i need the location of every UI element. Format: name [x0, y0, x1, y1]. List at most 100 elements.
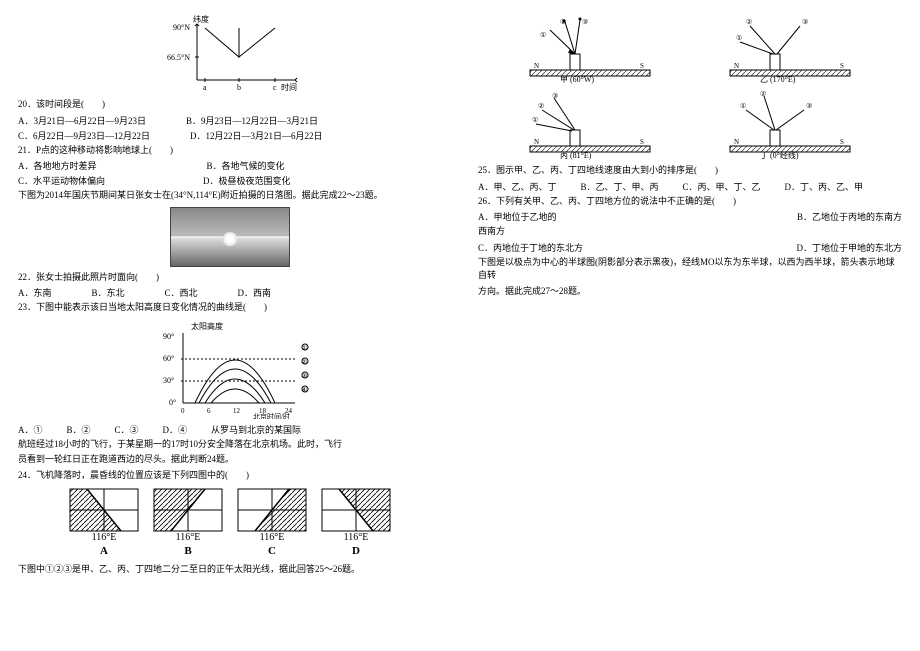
svg-text:丁 (0°经线): 丁 (0°经线)	[760, 150, 799, 160]
q22-stem: 22．张女士拍摄此照片时面向( )	[18, 271, 442, 285]
svg-text:太阳高度: 太阳高度	[191, 321, 223, 331]
svg-text:90°: 90°	[163, 332, 174, 341]
svg-text:③: ③	[582, 18, 588, 26]
svg-text:乙 (170°E): 乙 (170°E)	[760, 75, 796, 84]
box-B: 116°E B	[153, 488, 223, 557]
intro27b: 方向。据此完成27～28题。	[478, 285, 902, 299]
svg-text:丙 (81°E): 丙 (81°E)	[560, 151, 592, 160]
svg-text:60°: 60°	[163, 354, 174, 363]
svg-text:①: ①	[740, 102, 746, 110]
svg-text:时间: 时间	[281, 82, 297, 92]
svg-text:S: S	[640, 62, 644, 70]
tail-text: 下图中①②③是甲、乙、丙、丁四地二分二至日的正午太阳光线，据此回答25～26题。	[18, 563, 442, 577]
q23-trail: 从罗马到北京的某国际	[211, 423, 301, 436]
q20-B: B．9月23日—12月22日—3月21日	[186, 114, 318, 127]
q23-C: C．③	[115, 423, 139, 436]
svg-text:②: ②	[560, 18, 566, 26]
svg-text:S: S	[840, 62, 844, 70]
q26-C: C．丙地位于丁地的东北方	[478, 241, 583, 254]
left-column: 纬度 90°N 66.5°N a b c 时间 20．该时间段是( ) A．3月…	[0, 0, 460, 651]
svg-text:66.5°N: 66.5°N	[167, 53, 190, 62]
chart1-ylabel: 纬度	[193, 14, 209, 24]
svg-text:b: b	[237, 83, 241, 92]
q21-row2: C．水平运动物体偏向 D．极昼极夜范围变化	[18, 174, 442, 187]
box-C: 116°E C	[237, 488, 307, 557]
q22-A: A．东南	[18, 286, 52, 299]
q22-C: C．西北	[165, 286, 198, 299]
svg-text:①: ①	[301, 344, 307, 352]
figure-sun-altitude: 太阳高度 90° 60° 30° 0° 0 6 12 18 24 北京时间/时 …	[18, 319, 442, 419]
svg-text:30°: 30°	[163, 376, 174, 385]
figure-places-top: ①②③ N S 甲 (60°W) ①②③ N S 乙 (170°E)	[478, 12, 902, 84]
q26-A: A．甲地位于乙地的	[478, 210, 557, 223]
q26-stem: 26．下列有关甲、乙、丙、丁四地方位的说法中不正确的是( )	[478, 195, 902, 209]
svg-text:c: c	[273, 83, 277, 92]
svg-text:①: ①	[532, 116, 538, 124]
svg-text:6: 6	[207, 407, 211, 415]
q23-D: D．④	[163, 423, 188, 436]
q25-B: B．乙、丁、甲、丙	[581, 180, 659, 193]
svg-text:90°N: 90°N	[173, 23, 190, 32]
terminator-boxes: 116°E A 116°E B 116°E C	[18, 488, 442, 557]
box-D: 116°E D	[321, 488, 391, 557]
q21-row1: A．各地地方时差异 B．各地气候的变化	[18, 159, 442, 172]
intro24a: 航班经过18小时的飞行，于某星期一的17时10分安全降落在北京机场。此时，飞行	[18, 438, 442, 452]
q20-stem: 20．该时间段是( )	[18, 98, 442, 112]
q25-D: D．丁、丙、乙、甲	[785, 180, 864, 193]
svg-text:N: N	[734, 62, 739, 70]
svg-text:②: ②	[746, 18, 752, 26]
q26-B: B．乙地位于丙地的东南方	[797, 210, 902, 223]
figure-latitude-time: 纬度 90°N 66.5°N a b c 时间	[18, 12, 442, 94]
q21-D: D．极昼极夜范围变化	[203, 174, 291, 187]
q22-opts: A．东南 B．东北 C．西北 D．西南	[18, 286, 442, 299]
svg-text:③: ③	[806, 102, 812, 110]
q20-C: C．6月22日—9月23日—12月22日	[18, 129, 150, 142]
svg-text:N: N	[534, 62, 539, 70]
svg-text:N: N	[534, 138, 539, 146]
box-A: 116°E A	[69, 488, 139, 557]
q20-row2: C．6月22日—9月23日—12月22日 D．12月22日—3月21日—6月22…	[18, 129, 442, 142]
svg-text:①: ①	[540, 31, 546, 39]
q26-row2: C．丙地位于丁地的东北方 D．丁地位于甲地的东北方	[478, 241, 902, 254]
svg-text:④: ④	[301, 386, 307, 394]
q20-A: A．3月21日—6月22日—9月23日	[18, 114, 146, 127]
photo-sunset	[18, 207, 442, 267]
q23-A: A．①	[18, 423, 43, 436]
svg-text:②: ②	[301, 358, 307, 366]
q26-row1: A．甲地位于乙地的 B．乙地位于丙地的东南方	[478, 210, 902, 223]
q21-B: B．各地气候的变化	[207, 159, 285, 172]
q21-C: C．水平运动物体偏向	[18, 174, 105, 187]
svg-text:12: 12	[233, 407, 241, 415]
q25-stem: 25．图示甲、乙、丙、丁四地线速度由大到小的排序是( )	[478, 164, 902, 178]
svg-text:③: ③	[301, 372, 307, 380]
intro22: 下图为2014年国庆节期间某日张女士在(34°N,114°E)附近拍摄的日落图。…	[18, 189, 442, 203]
q26-D: D．丁地位于甲地的东北方	[796, 241, 902, 254]
svg-text:③: ③	[552, 92, 558, 100]
q23-opts: A．① B．② C．③ D．④ 从罗马到北京的某国际	[18, 423, 442, 436]
q20-D: D．12月22日—3月21日—6月22日	[190, 129, 323, 142]
intro24b: 员看到一轮红日正在跑道西边的尽头。据此判断24题。	[18, 453, 442, 467]
q22-D: D．西南	[238, 286, 272, 299]
q23-B: B．②	[67, 423, 91, 436]
q22-B: B．东北	[92, 286, 125, 299]
q25-C: C．丙、甲、丁、乙	[683, 180, 761, 193]
svg-text:0: 0	[181, 407, 185, 415]
q21-stem: 21．P点的这种移动将影响地球上( )	[18, 144, 442, 158]
svg-text:①: ①	[736, 34, 742, 42]
q25-A: A．甲、乙、丙、丁	[478, 180, 557, 193]
svg-text:②: ②	[538, 102, 544, 110]
svg-text:S: S	[640, 138, 644, 146]
q21-A: A．各地地方时差异	[18, 159, 97, 172]
svg-text:0°: 0°	[169, 398, 176, 407]
q20-row1: A．3月21日—6月22日—9月23日 B．9月23日—12月22日—3月21日	[18, 114, 442, 127]
svg-text:③: ③	[802, 18, 808, 26]
svg-text:②: ②	[760, 90, 766, 98]
q23-stem: 23．下图中能表示该日当地太阳高度日变化情况的曲线是( )	[18, 301, 442, 315]
svg-text:北京时间/时: 北京时间/时	[253, 412, 290, 419]
q26-A2: 西南方	[478, 225, 902, 239]
figure-places-bottom: ①②③ N S 丙 (81°E) ①②③ N S 丁 (0°经线)	[478, 88, 902, 160]
svg-text:a: a	[203, 83, 207, 92]
q25-opts: A．甲、乙、丙、丁 B．乙、丁、甲、丙 C．丙、甲、丁、乙 D．丁、丙、乙、甲	[478, 180, 902, 193]
svg-text:S: S	[840, 138, 844, 146]
svg-text:N: N	[734, 138, 739, 146]
